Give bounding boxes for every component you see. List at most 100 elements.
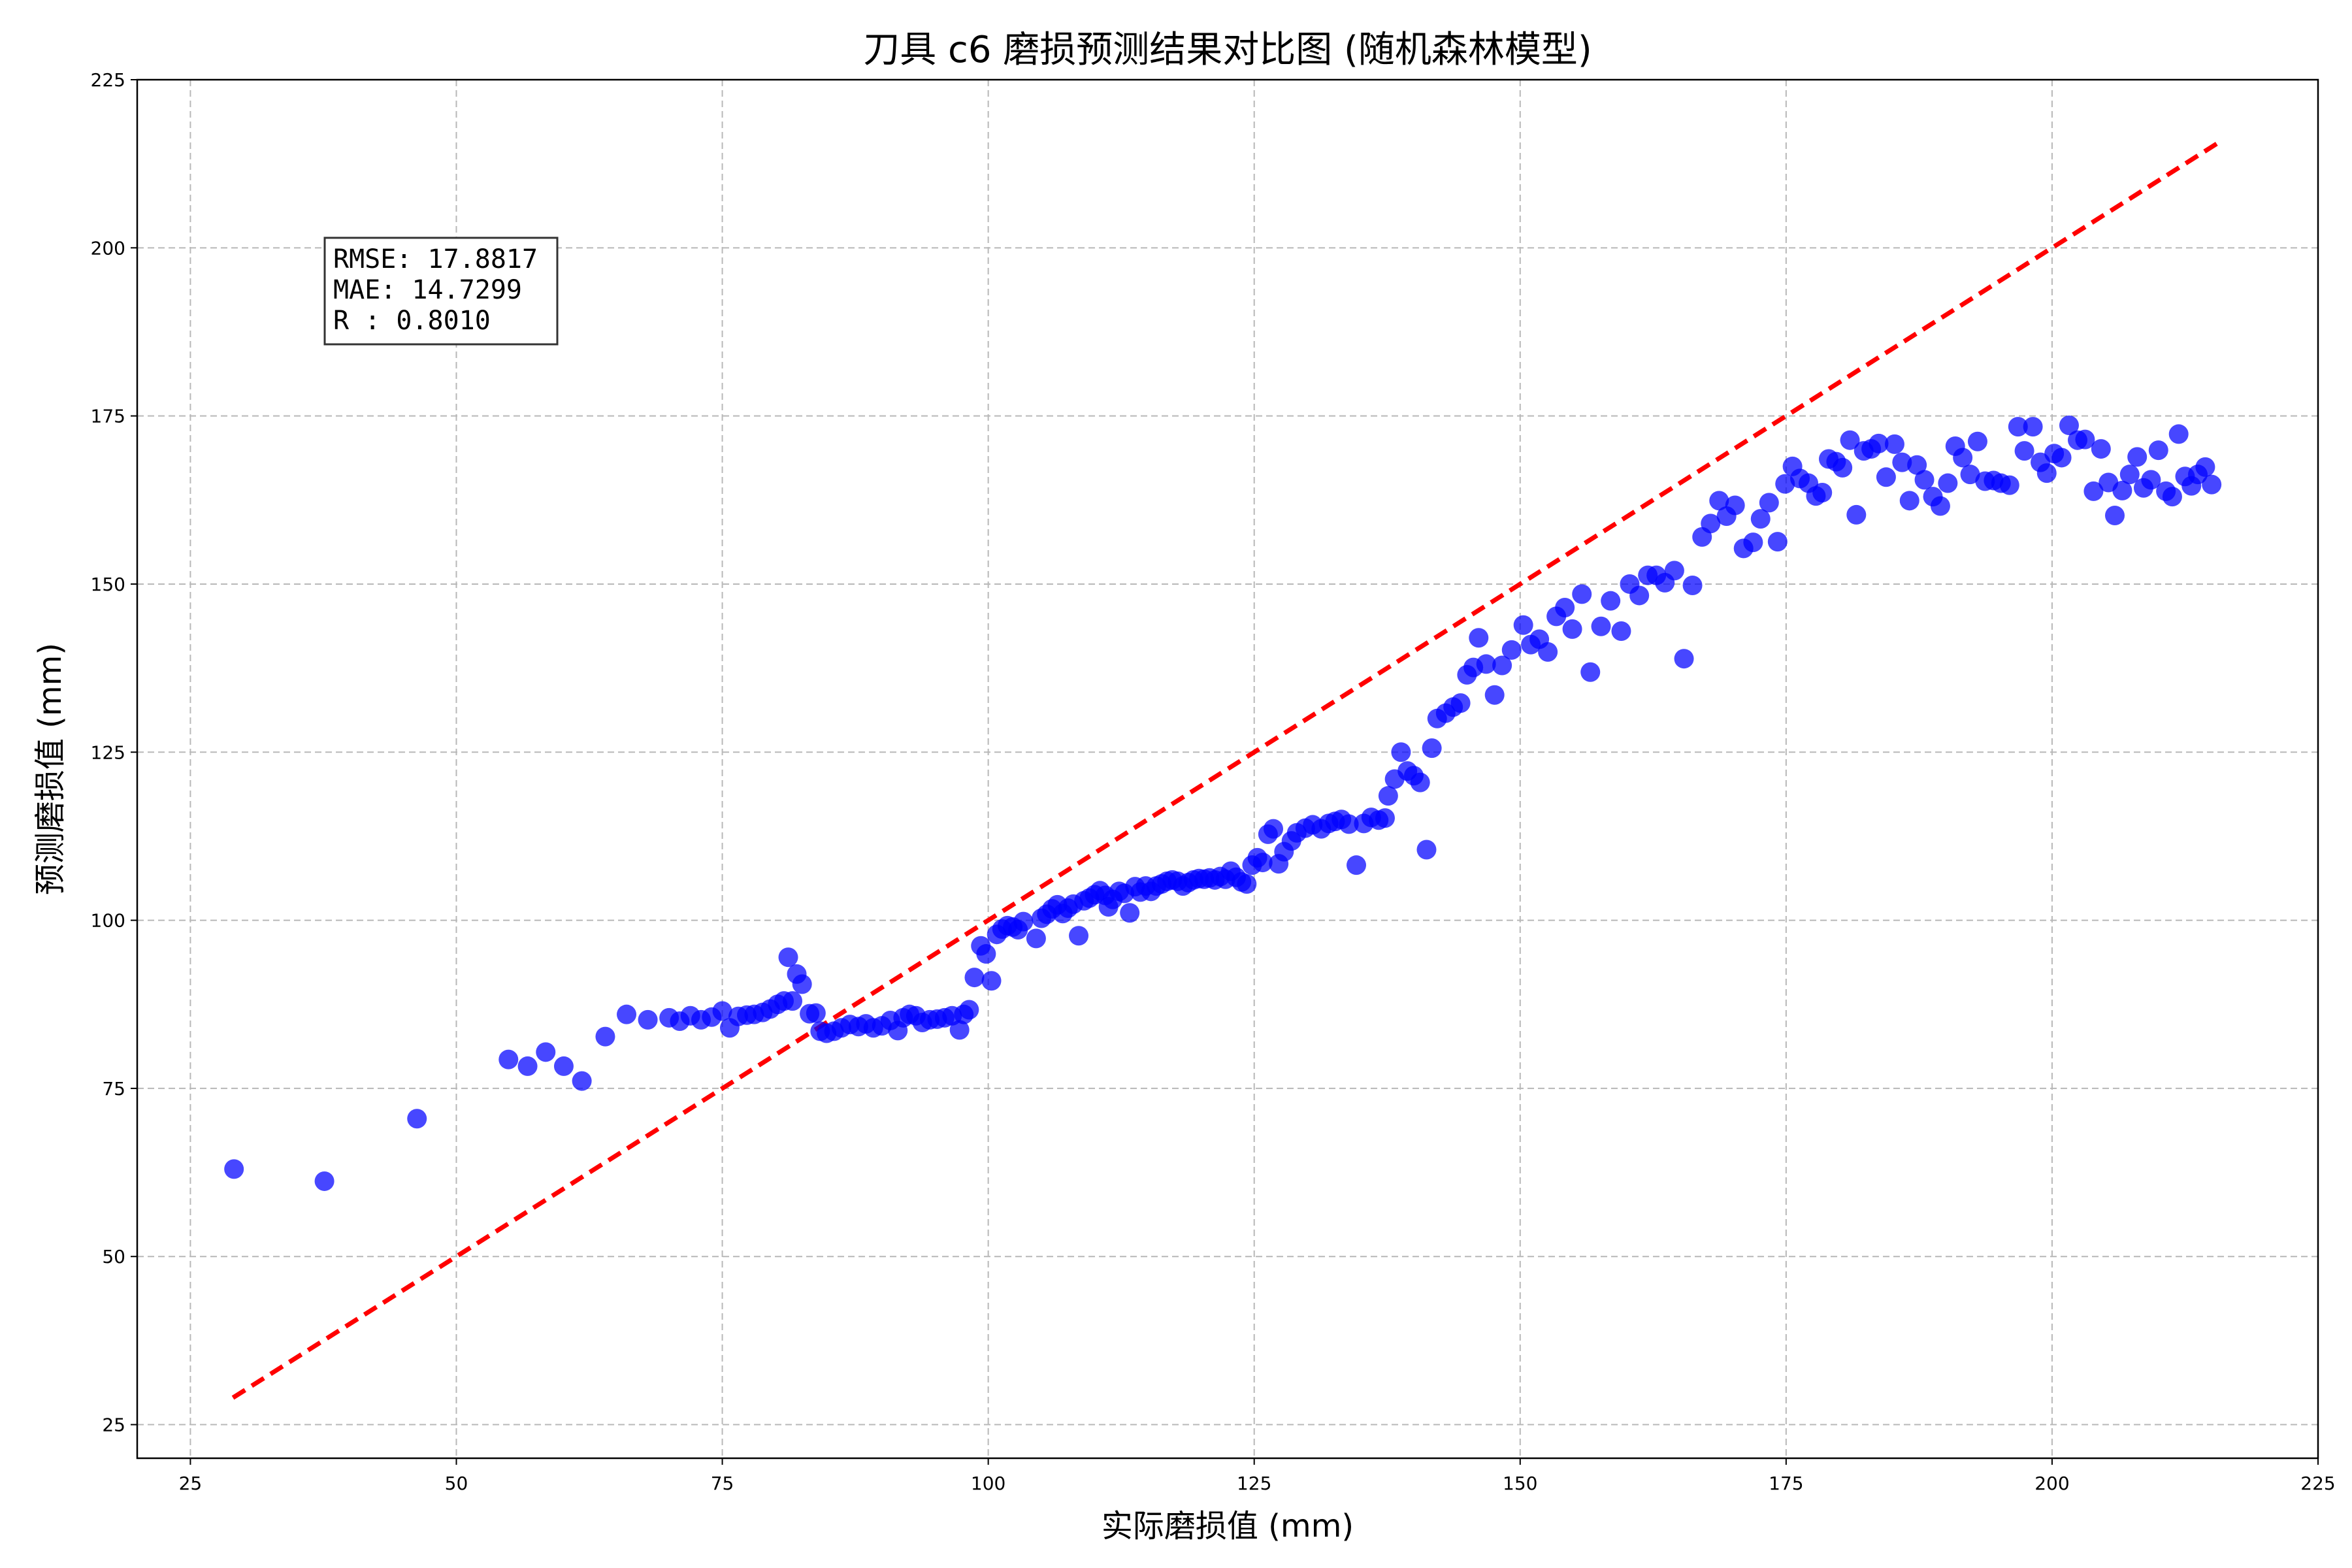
x-tick-label: 125 <box>1237 1473 1271 1494</box>
data-point <box>2091 439 2111 459</box>
data-point <box>2112 480 2132 500</box>
data-point <box>1591 616 1611 636</box>
data-point <box>2141 470 2161 490</box>
stats-r: R : 0.8010 <box>333 306 491 336</box>
data-point <box>1484 685 1505 705</box>
data-point <box>617 1004 637 1024</box>
data-point <box>2168 424 2189 444</box>
data-point <box>1120 903 1140 923</box>
x-axis-label: 实际磨损值 (mm) <box>1102 1508 1354 1544</box>
data-point <box>2008 417 2028 437</box>
data-point <box>778 947 798 968</box>
data-point <box>1450 693 1471 713</box>
data-point <box>1347 855 1367 875</box>
plot-frame <box>136 78 2319 1460</box>
data-point <box>959 1000 979 1020</box>
data-point <box>1476 654 1496 674</box>
data-point <box>1375 808 1395 828</box>
data-point <box>2014 441 2034 461</box>
data-point <box>1833 457 1853 478</box>
data-point <box>517 1056 538 1076</box>
data-point <box>1812 482 1833 502</box>
x-tick-label: 50 <box>445 1473 468 1494</box>
data-point <box>1767 532 1788 552</box>
y-tick-label: 225 <box>91 69 125 91</box>
y-axis-label: 预测磨损值 (mm) <box>32 643 69 895</box>
data-point <box>1513 615 1533 635</box>
data-point <box>498 1049 519 1070</box>
data-point <box>2202 474 2222 495</box>
x-tick-label: 175 <box>1769 1473 1803 1494</box>
chart-title: 刀具 c6 磨损预测结果对比图 (随机森林模型) <box>863 29 1592 71</box>
y-tick-label: 75 <box>102 1078 125 1100</box>
y-tick-label: 150 <box>91 574 125 595</box>
data-point <box>976 944 996 964</box>
data-point <box>1026 928 1046 949</box>
data-point <box>1580 662 1601 682</box>
data-point <box>2104 505 2125 525</box>
data-point <box>1501 640 1522 660</box>
data-point <box>1884 434 1904 454</box>
data-point <box>1869 433 1889 453</box>
data-point <box>1013 911 1034 932</box>
x-tick-label: 225 <box>2300 1473 2335 1494</box>
data-point <box>1339 814 1359 834</box>
data-point <box>1750 509 1771 529</box>
data-point <box>1391 742 1411 762</box>
data-point <box>1611 621 1631 641</box>
y-tick-label: 125 <box>91 742 125 763</box>
data-point <box>1930 496 1950 516</box>
data-point <box>1938 473 1958 493</box>
x-tick-label: 200 <box>2034 1473 2069 1494</box>
data-point <box>1410 772 1430 792</box>
axis-ticks: 25 50 75 100 125 150 175 200 225 25 50 75 100 125 150 1… <box>91 69 2336 1494</box>
y-tick-label: 100 <box>91 910 125 932</box>
data-point <box>1967 431 1987 451</box>
data-point <box>2119 465 2140 485</box>
data-point <box>1664 561 1684 581</box>
x-tick-label: 75 <box>711 1473 734 1494</box>
data-point <box>572 1071 592 1091</box>
data-point <box>1469 628 1489 648</box>
data-point <box>1914 470 1935 490</box>
x-tick-label: 25 <box>179 1473 203 1494</box>
data-point <box>1601 591 1621 611</box>
data-point <box>1629 585 1650 606</box>
data-point <box>1846 504 1867 525</box>
data-point <box>964 968 985 988</box>
data-point <box>1555 597 1575 617</box>
y-tick-label: 50 <box>102 1246 125 1267</box>
data-point <box>1701 514 1721 534</box>
data-point <box>224 1159 244 1179</box>
data-point <box>536 1042 556 1062</box>
data-point <box>2059 416 2079 436</box>
stats-mae: MAE: 14.7299 <box>333 275 522 305</box>
data-point <box>1759 493 1779 513</box>
data-point <box>2148 440 2168 461</box>
data-point <box>712 1001 732 1021</box>
data-point <box>2051 448 2072 468</box>
data-point <box>1953 448 1973 468</box>
stats-box: RMSE: 17.8817 MAE: 14.7299 R : 0.8010 <box>323 237 559 346</box>
data-point <box>2195 457 2215 477</box>
data-point <box>949 1020 970 1040</box>
data-point <box>1999 475 2019 495</box>
data-point <box>1252 853 1273 873</box>
data-point <box>595 1026 615 1047</box>
data-point <box>1572 584 1592 604</box>
data-point <box>1538 642 1558 662</box>
data-point <box>1492 655 1512 676</box>
data-point <box>1264 819 1284 839</box>
data-point <box>1378 786 1398 806</box>
data-point <box>2036 463 2057 483</box>
data-point <box>2127 447 2148 467</box>
y-tick-label: 175 <box>91 406 125 427</box>
data-points <box>224 416 2222 1191</box>
data-point <box>1416 840 1437 860</box>
data-point <box>1674 649 1694 669</box>
data-point <box>407 1109 427 1129</box>
data-point <box>1709 491 1729 511</box>
data-point <box>1840 430 1860 450</box>
data-point <box>2083 481 2104 501</box>
